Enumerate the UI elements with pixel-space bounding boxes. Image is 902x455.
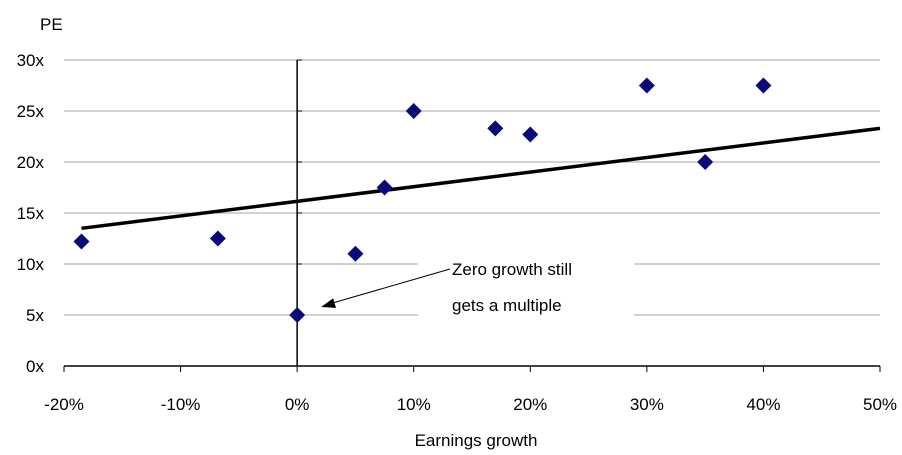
x-tick-label-1: -10% (161, 395, 201, 414)
y-axis-title: PE (40, 15, 63, 34)
y-tick-label-0: 0x (26, 357, 44, 376)
data-point-8 (638, 77, 655, 94)
trendline (81, 126, 881, 231)
y-tick-label-2: 10x (17, 255, 45, 274)
annotation-arrow (329, 268, 451, 305)
annotation-arrowhead (321, 298, 336, 308)
data-points (73, 77, 772, 323)
data-point-6 (487, 120, 504, 137)
x-axis (63, 365, 881, 372)
data-point-3 (347, 245, 364, 262)
y-tick-label-4: 20x (17, 153, 45, 172)
x-axis-title: Earnings growth (415, 431, 538, 450)
x-tick-label-0: -20% (44, 395, 84, 414)
y-tick-label-3: 15x (17, 204, 45, 223)
data-point-5 (405, 103, 422, 119)
data-point-1 (209, 230, 226, 247)
trendline-group (81, 126, 881, 231)
data-point-4 (376, 179, 393, 196)
annotation-line-2: gets a multiple (452, 296, 562, 315)
y-tick-label-5: 25x (17, 102, 45, 121)
data-point-2 (289, 307, 306, 323)
x-tick-label-2: 0% (285, 395, 310, 414)
annotation-group: Zero growth still gets a multiple (321, 252, 634, 328)
y-tick-label-1: 5x (26, 306, 44, 325)
annotation-background (418, 252, 634, 328)
x-tick-label-6: 40% (746, 395, 780, 414)
data-point-10 (755, 77, 772, 94)
y-tick-labels: 0x 5x 10x 15x 20x 25x 30x (17, 51, 45, 376)
x-tick-label-3: 10% (397, 395, 431, 414)
data-point-9 (697, 154, 714, 170)
x-tick-label-7: 50% (863, 395, 897, 414)
x-tick-label-5: 30% (630, 395, 664, 414)
data-point-7 (522, 126, 539, 143)
x-tick-labels: -20% -10% 0% 10% 20% 30% 40% 50% (44, 395, 897, 414)
y-tick-label-6: 30x (17, 51, 45, 70)
data-point-0 (73, 233, 90, 250)
annotation-line-1: Zero growth still (452, 260, 572, 279)
x-tick-label-4: 20% (513, 395, 547, 414)
